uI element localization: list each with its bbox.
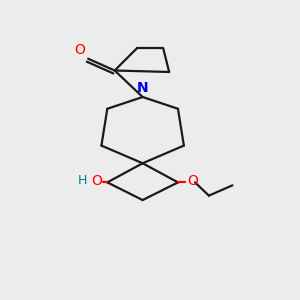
Text: N: N [137,81,148,95]
Text: H: H [77,174,87,188]
Text: O: O [91,174,102,188]
Text: O: O [74,43,85,57]
Text: O: O [188,174,198,188]
